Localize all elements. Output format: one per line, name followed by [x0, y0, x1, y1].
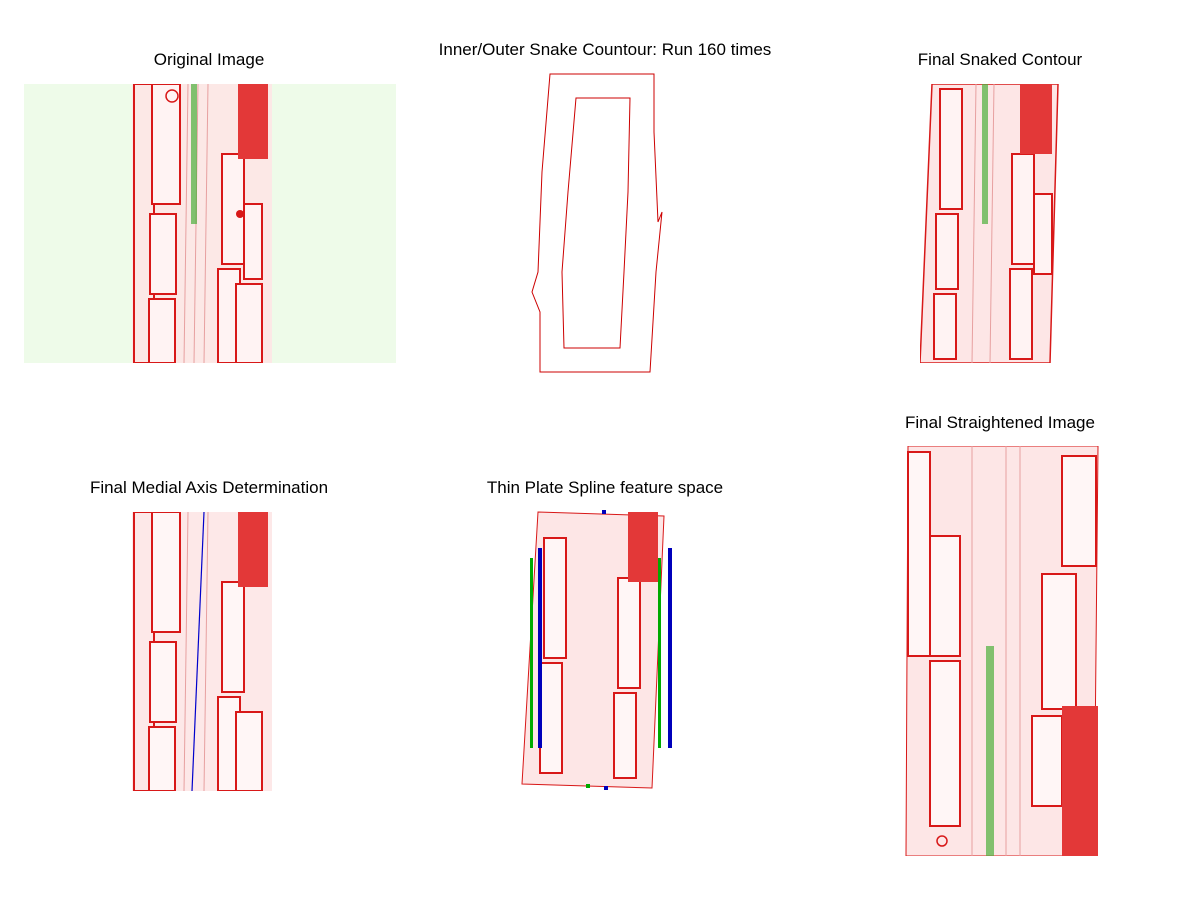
panel-title-tps: Thin Plate Spline feature space: [486, 478, 724, 497]
snaked-root-image: [920, 84, 1059, 363]
tps-feature-space: [521, 510, 672, 790]
snake-contours: [531, 73, 663, 373]
original-image-panel: [24, 84, 396, 363]
original-root-image: [24, 84, 396, 363]
root-cells: [132, 84, 272, 363]
panel-title-snake: Inner/Outer Snake Countour: Run 160 time…: [438, 40, 772, 59]
inner-snake-contour: [561, 97, 631, 349]
outer-snake-contour: [531, 73, 663, 373]
final-snaked-panel: [920, 84, 1060, 363]
medial-root-image: [24, 512, 396, 791]
tps-panel: [518, 508, 684, 792]
straightened-panel: [902, 446, 1102, 856]
straightened-root-image: [905, 446, 1099, 856]
medial-axis-panel: [24, 512, 396, 791]
panel-title-medial: Final Medial Axis Determination: [89, 478, 329, 497]
panel-title-straight: Final Straightened Image: [905, 413, 1095, 432]
panel-title-snaked: Final Snaked Contour: [917, 50, 1083, 69]
tps-blue-points: [538, 510, 672, 790]
tps-green-points: [530, 558, 661, 788]
medial-axis-line: [191, 512, 205, 791]
panel-title-original: Original Image: [153, 50, 265, 69]
snake-contour-panel: [520, 72, 670, 374]
